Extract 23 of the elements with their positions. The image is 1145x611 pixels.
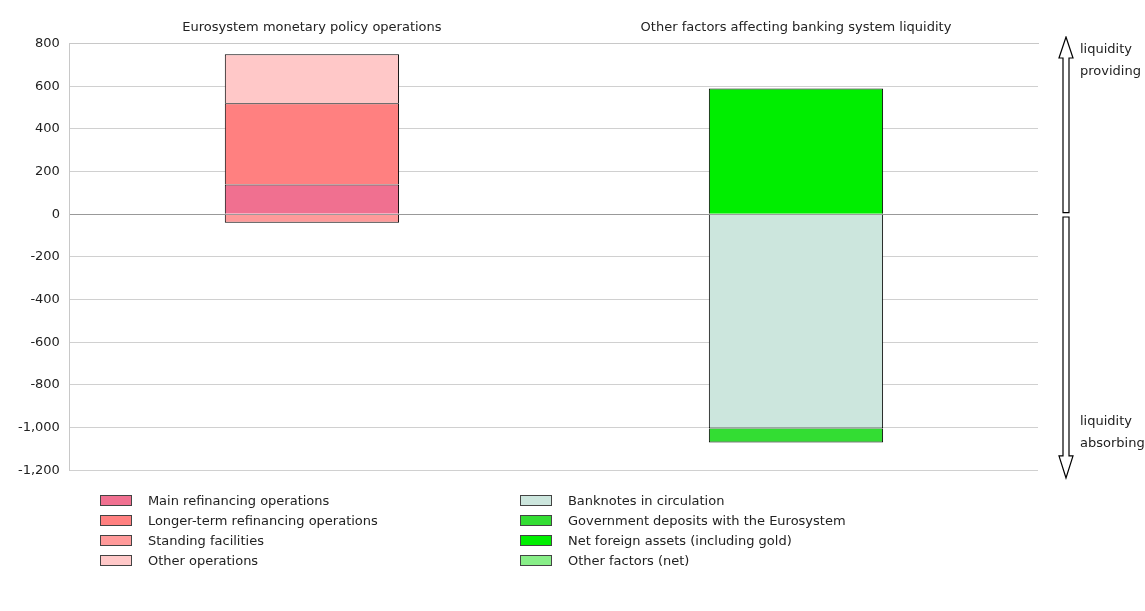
y-tick-label: -800 [30,376,60,392]
y-tick-label: 600 [35,77,60,93]
legend-label: Other operations [147,552,259,568]
legend-label: Other factors (net) [567,552,690,568]
y-tick-label: 800 [35,34,60,50]
legend-label: Government deposits with the Eurosystem [567,512,846,528]
text: liquidity absorbing [1080,412,1145,453]
x-tick-label: Eurosystem monetary policy operations [182,19,442,35]
legend-label: Main refinancing operations [147,492,330,508]
y-tick-label: -1,000 [17,418,60,434]
y-tick-label: -400 [30,290,60,306]
y-tick-label: 400 [35,120,60,136]
text: liquidity providing [1080,39,1142,80]
y-tick-label: 0 [51,205,60,221]
x-tick-label: Other factors affecting banking system liquidity [640,19,952,35]
y-tick-label: -600 [30,333,60,349]
y-tick-label: -1,200 [17,461,60,477]
legend-label: Net foreign assets (including gold) [567,532,792,548]
legend-label: Banknotes in circulation [567,492,725,508]
legend-label: Standing facilities [147,532,264,548]
y-tick-label: -200 [30,248,60,264]
y-tick-label: 200 [35,162,60,178]
legend-label: Longer-term refinancing operations [147,512,378,528]
